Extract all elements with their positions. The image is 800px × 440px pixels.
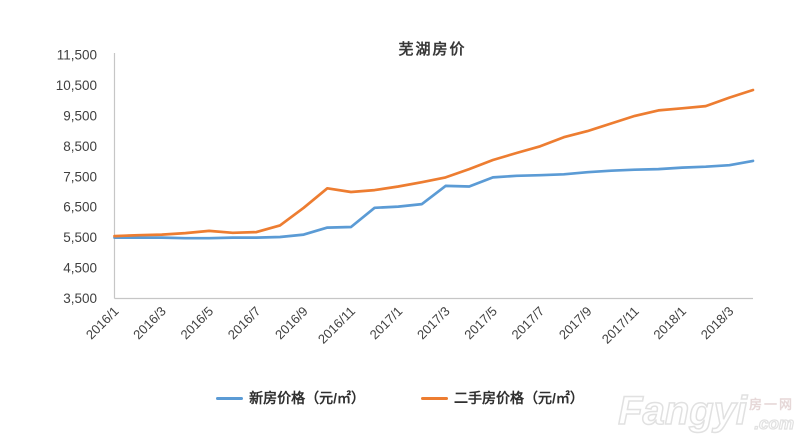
- legend-label-second-hand: 二手房价格（元/㎡）: [454, 390, 584, 406]
- x-tick-label: 2016/1: [83, 304, 122, 343]
- x-tick-label: 2017/5: [461, 304, 500, 343]
- watermark-com: .com: [754, 413, 795, 433]
- x-tick-label: 2017/7: [509, 304, 548, 343]
- y-tick-label: 3,500: [63, 291, 97, 306]
- chart-legend: 新房价格（元/㎡） 二手房价格（元/㎡）: [0, 388, 800, 408]
- y-tick-label: 8,500: [63, 139, 97, 154]
- x-tick-label: 2017/1: [367, 304, 406, 343]
- new-house-line-swatch: [216, 396, 244, 400]
- legend-item-new-house: 新房价格（元/㎡）: [216, 388, 365, 408]
- second-hand-line-swatch: [421, 396, 448, 400]
- y-tick-label: 7,500: [63, 169, 97, 184]
- legend-item-second-hand: 二手房价格（元/㎡）: [421, 388, 584, 408]
- y-tick-label: 4,500: [63, 261, 97, 276]
- x-tick-label: 2016/7: [225, 304, 264, 343]
- y-tick-label: 6,500: [63, 200, 97, 215]
- x-tick-label: 2016/11: [315, 304, 358, 347]
- x-tick-label: 2016/5: [177, 304, 216, 343]
- y-tick-label: 10,500: [56, 78, 97, 93]
- new-house-series-line: [113, 159, 755, 240]
- legend-label-new-house: 新房价格（元/㎡）: [249, 390, 365, 406]
- x-tick-label: 2016/3: [130, 304, 169, 343]
- price-line-chart: 3,500 4,500 5,500 6,500 7,500 8,500 9,500 10,50…: [56, 48, 755, 347]
- x-tick-label: 2018/1: [650, 304, 689, 343]
- x-tick-label: 2016/9: [272, 304, 311, 343]
- x-tick-label: 2017/3: [414, 304, 453, 343]
- chart-title: 芜湖房价: [398, 41, 467, 58]
- second-hand-series-line: [113, 88, 755, 238]
- x-tick-label: 2018/3: [698, 304, 737, 343]
- y-tick-label: 5,500: [63, 230, 97, 245]
- y-tick-label: 9,500: [63, 108, 97, 123]
- x-tick-label: 2017/11: [599, 304, 642, 347]
- x-tick-label: 2017/9: [556, 304, 595, 343]
- y-tick-label: 11,500: [57, 48, 97, 63]
